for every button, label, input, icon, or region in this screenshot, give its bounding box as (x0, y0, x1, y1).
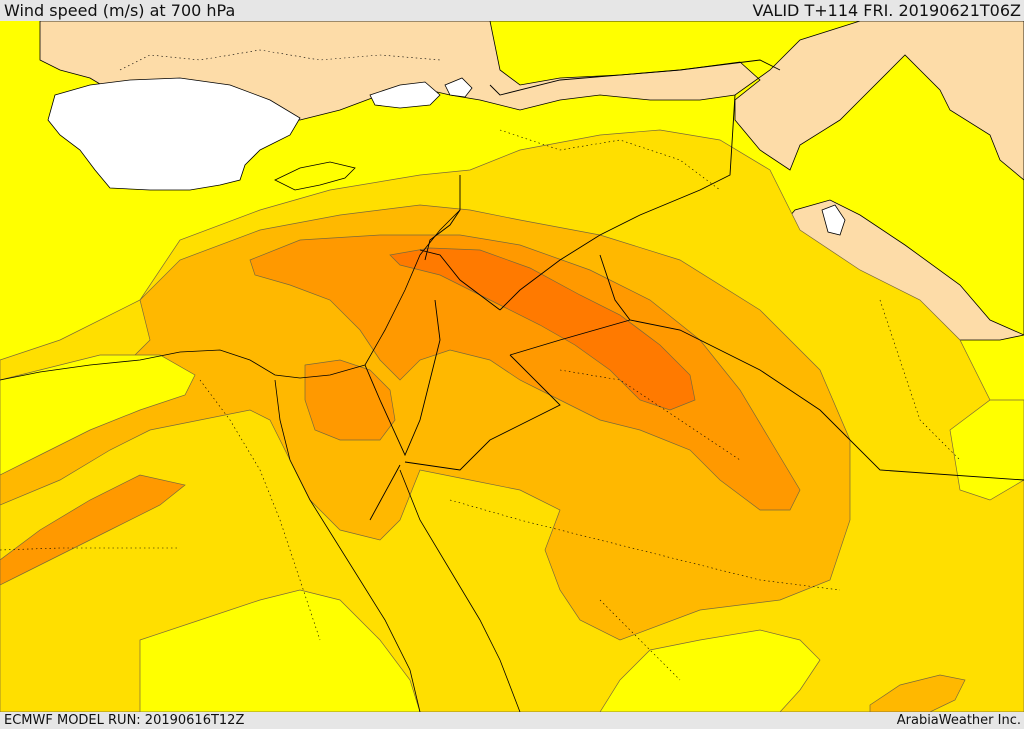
island-cyprus (274, 161, 356, 191)
band-orange-west (0, 474, 186, 586)
credit-text: ArabiaWeather Inc. (896, 713, 1021, 728)
province-lines (0, 49, 961, 681)
coastlines (0, 209, 521, 712)
band-dark-orange (389, 247, 696, 411)
band-yellow-east (949, 399, 1024, 501)
sea-mediterranean (47, 77, 301, 191)
map-title: Wind speed (m/s) at 700 hPa (4, 1, 236, 20)
country-borders (364, 59, 1024, 521)
footer-bar: ECMWF MODEL RUN: 20190616T12Z ArabiaWeat… (0, 712, 1024, 729)
band-yellow-southeast (599, 629, 821, 712)
model-run: ECMWF MODEL RUN: 20190616T12Z (4, 713, 245, 728)
sea-aegean-patch (369, 81, 441, 109)
band-orange-south (304, 359, 396, 441)
band-yellow-west (0, 354, 196, 476)
title-bar: Wind speed (m/s) at 700 hPa VALID T+114 … (0, 0, 1024, 21)
sea-small-patch (444, 77, 473, 98)
band-yellow-south (139, 589, 421, 712)
band-light-orange-se (869, 674, 966, 712)
valid-time: VALID T+114 FRI. 20190621T06Z (752, 1, 1021, 20)
lake (821, 204, 846, 236)
wind-speed-map (0, 21, 1024, 712)
